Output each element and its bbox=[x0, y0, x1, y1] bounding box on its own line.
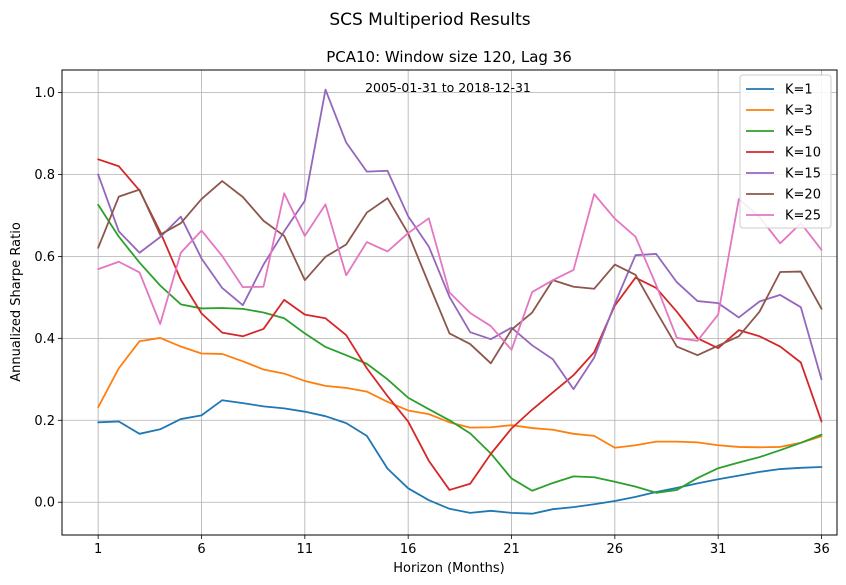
series-line-k25 bbox=[97, 192, 823, 351]
x-axis-ticks: 1 6 11 16 21 26 31 36 bbox=[94, 535, 830, 557]
legend-label: K=20 bbox=[785, 188, 821, 203]
y-tick-label: 0.4 bbox=[34, 332, 55, 347]
legend-label: K=10 bbox=[785, 146, 821, 161]
series-line-k20 bbox=[97, 180, 823, 365]
legend-label: K=15 bbox=[785, 167, 821, 182]
chart-annotation: 2005-01-31 to 2018-12-31 bbox=[365, 80, 531, 95]
x-tick-label: 36 bbox=[813, 542, 830, 557]
x-tick-label: 21 bbox=[503, 542, 520, 557]
legend: K=1 K=3 K=5 K=10 K=15 K=20 K=25 bbox=[739, 74, 832, 229]
legend-label: K=25 bbox=[785, 209, 821, 224]
y-axis-label: Annualized Sharpe Ratio bbox=[9, 222, 24, 382]
x-tick-label: 31 bbox=[710, 542, 727, 557]
y-tick-label: 0.0 bbox=[34, 496, 55, 511]
x-tick-label: 6 bbox=[197, 542, 205, 557]
y-tick-label: 0.6 bbox=[34, 250, 55, 265]
series-lines bbox=[97, 88, 823, 515]
legend-label: K=1 bbox=[785, 83, 813, 98]
y-tick-label: 0.8 bbox=[34, 168, 55, 183]
y-tick-label: 1.0 bbox=[34, 86, 55, 101]
series-line-k5 bbox=[97, 203, 823, 494]
legend-box bbox=[739, 74, 832, 229]
series-line-k10 bbox=[97, 158, 823, 491]
plot-frame bbox=[61, 69, 838, 536]
x-tick-label: 11 bbox=[297, 542, 314, 557]
series-line-k15 bbox=[97, 88, 823, 391]
legend-label: K=5 bbox=[785, 125, 813, 140]
legend-label: K=3 bbox=[785, 104, 813, 119]
x-axis-label: Horizon (Months) bbox=[393, 561, 505, 576]
y-tick-label: 0.2 bbox=[34, 414, 55, 429]
x-tick-label: 16 bbox=[400, 542, 417, 557]
figure-suptitle: SCS Multiperiod Results bbox=[329, 10, 530, 30]
y-axis-ticks: 0.0 0.2 0.4 0.6 0.8 1.0 bbox=[34, 86, 62, 511]
x-tick-label: 1 bbox=[94, 542, 102, 557]
series-line-k3 bbox=[97, 337, 823, 449]
chart-title: PCA10: Window size 120, Lag 36 bbox=[326, 48, 572, 66]
series-line-k1 bbox=[97, 399, 823, 515]
x-tick-label: 26 bbox=[607, 542, 624, 557]
